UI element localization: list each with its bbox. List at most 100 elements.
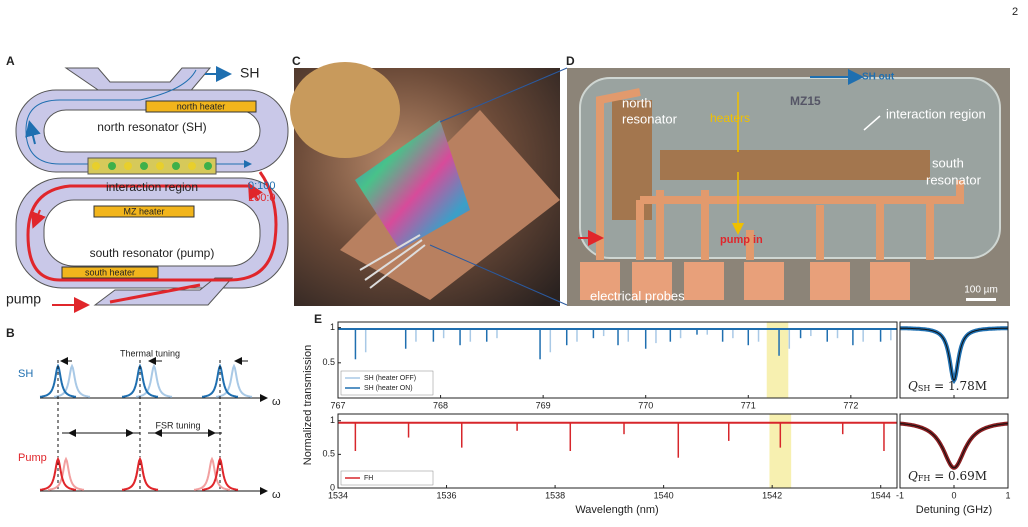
- label: resonator: [622, 111, 678, 126]
- resonator: [660, 150, 930, 180]
- interaction-strip: [87, 157, 217, 175]
- label: heaters: [710, 111, 750, 125]
- panel-b: B SH Pump Thermal tuning FSR tuning ω ω: [6, 326, 281, 501]
- heater: [145, 100, 257, 113]
- lorentzian-fit: [899, 423, 1009, 469]
- label: north heater: [177, 101, 226, 111]
- legend: [340, 470, 434, 486]
- panel-label: B: [6, 326, 15, 340]
- x-tick-label: 771: [741, 400, 756, 410]
- q-subscript: FH: [918, 474, 931, 483]
- highlight-band: [769, 414, 792, 488]
- label: south: [932, 155, 964, 170]
- label: interaction region: [106, 180, 198, 194]
- y-tick-label: 1: [330, 322, 335, 332]
- schematic-peak: [53, 363, 91, 398]
- x-axis-label: Detuning (GHz): [916, 504, 992, 516]
- x-tick-label: 1534: [328, 490, 348, 500]
- lorentzian-fit: [900, 327, 1008, 382]
- label: 100:0: [248, 192, 276, 204]
- panel-a: A SH north heater north resonator (SH) i…: [6, 54, 289, 313]
- traces: [640, 180, 964, 204]
- label: south resonator (pump): [90, 246, 215, 260]
- panel-d: D SH out north resonator heaters MZ15 in…: [566, 54, 1010, 306]
- schematic-peak: [193, 456, 231, 491]
- heater: [93, 205, 195, 218]
- plot-frame: [337, 321, 898, 399]
- x-tick-label: 1542: [762, 490, 782, 500]
- resonance-data: [899, 421, 1009, 470]
- q-value: = 0.69M: [930, 469, 987, 483]
- zoom-lines: [429, 67, 568, 306]
- x-tick-label: 1544: [871, 490, 891, 500]
- x-axis-label: Wavelength (nm): [575, 504, 658, 516]
- pump-path: [26, 171, 278, 282]
- panel-e: E Normalized transmission Wavelength (nm…: [302, 312, 992, 516]
- label: resonator: [926, 172, 982, 187]
- probes: [359, 234, 426, 289]
- label: Thermal tuning: [120, 348, 180, 358]
- y-tick-label: 0.5: [322, 449, 335, 459]
- legend-label: FH: [364, 475, 373, 482]
- q-value: = 1.78M: [930, 379, 987, 393]
- legend-label: SH (heater ON): [364, 385, 413, 392]
- label: ω: [272, 396, 281, 408]
- label: MZ15: [790, 94, 821, 108]
- x-tick-label: 768: [433, 400, 448, 410]
- label: 0:100: [248, 180, 276, 192]
- pump-in-path: [109, 283, 201, 304]
- x-tick-label: 0: [951, 490, 956, 500]
- x-tick-label: 1536: [437, 490, 457, 500]
- y-tick-label: 0: [330, 482, 335, 492]
- x-tick-label: 1: [1005, 490, 1010, 500]
- y-tick-label: 1: [330, 415, 335, 425]
- pads: [580, 262, 910, 300]
- q-symbol: Q: [908, 469, 918, 483]
- x-tick-label: 1540: [654, 490, 674, 500]
- label: SH out: [862, 72, 895, 83]
- panel-label: D: [566, 54, 575, 68]
- schematic-peak: [135, 363, 173, 398]
- y-axis-label: Normalized transmission: [302, 345, 314, 465]
- page-number: 2: [1012, 6, 1018, 18]
- x-tick-label: 770: [638, 400, 653, 410]
- legend-label: SH (heater OFF): [364, 375, 416, 382]
- label: south heater: [85, 267, 135, 277]
- label: pump in: [720, 234, 763, 246]
- panel-label: E: [314, 312, 322, 326]
- x-tick-label: 767: [330, 400, 345, 410]
- resonance-data: [900, 326, 1008, 385]
- schematic-peak: [201, 456, 239, 491]
- schematic-peak: [47, 456, 85, 491]
- arrow: [248, 182, 263, 201]
- x-tick-label: 769: [536, 400, 551, 410]
- label: north: [622, 95, 652, 110]
- schematic-peak: [121, 456, 159, 491]
- x-tick-label: -1: [896, 490, 904, 500]
- q-factor: QSH = 1.78M: [908, 379, 987, 394]
- label: MZ heater: [123, 206, 164, 216]
- label: Pump: [18, 452, 47, 464]
- label: north resonator (SH): [97, 120, 206, 134]
- panel-c: C: [290, 54, 568, 306]
- label: ω: [272, 489, 281, 501]
- q-factor: QFH = 0.69M: [908, 469, 987, 484]
- y-tick-label: 0.5: [322, 357, 335, 367]
- schematic-peak: [39, 456, 77, 491]
- q-subscript: SH: [918, 384, 930, 393]
- schematic-peak: [215, 363, 253, 398]
- legend: [340, 370, 434, 396]
- label: SH: [240, 65, 259, 81]
- poling-dots: [92, 162, 212, 170]
- traces: [596, 88, 934, 260]
- x-tick-label: 1538: [545, 490, 565, 500]
- probe-holder: [290, 62, 400, 158]
- arrow: [31, 209, 46, 229]
- highlight-band: [766, 322, 789, 398]
- label: FSR tuning: [155, 420, 200, 430]
- scale-bar: [966, 298, 996, 301]
- x-tick-label: 772: [843, 400, 858, 410]
- q-symbol: Q: [908, 379, 918, 393]
- chip: [355, 120, 470, 250]
